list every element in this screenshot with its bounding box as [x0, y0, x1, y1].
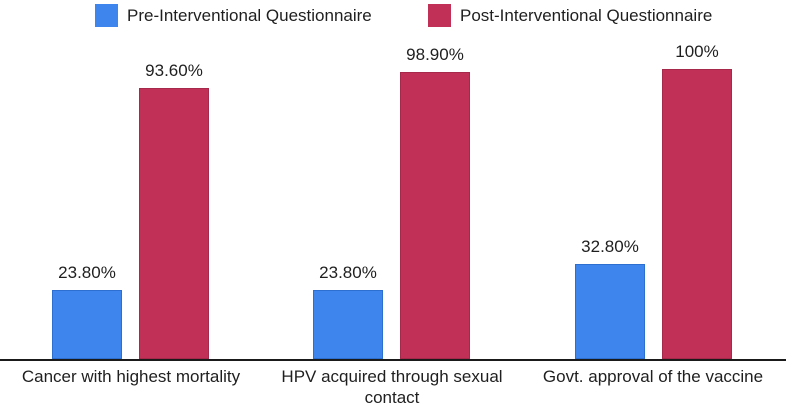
- legend-item-post-interventional: Post-Interventional Questionnaire: [428, 4, 712, 27]
- bar-post-2: [662, 69, 732, 359]
- x-axis-label-1: HPV acquired through sexual contact: [281, 367, 503, 407]
- bar-value-pre-0: 23.80%: [58, 263, 116, 282]
- legend-item-pre-interventional: Pre-Interventional Questionnaire: [95, 4, 372, 27]
- bar-value-pre-2: 32.80%: [581, 237, 639, 256]
- bar-value-pre-1: 23.80%: [319, 263, 377, 282]
- bar-pre-1: [313, 290, 383, 359]
- bar-value-post-0: 93.60%: [145, 61, 203, 80]
- chart-legend: Pre-Interventional Questionnaire Post-In…: [0, 0, 786, 34]
- x-axis-label-0: Cancer with highest mortality: [21, 367, 241, 386]
- legend-label-post-interventional: Post-Interventional Questionnaire: [460, 6, 713, 25]
- bar-value-post-2: 100%: [675, 42, 719, 61]
- bar-post-0: [139, 88, 209, 359]
- bar-post-1: [400, 72, 470, 359]
- bar-value-post-1: 98.90%: [406, 45, 464, 64]
- legend-swatch-post-icon: [428, 4, 451, 27]
- legend-label-pre-interventional: Pre-Interventional Questionnaire: [127, 6, 372, 25]
- bar-pre-2: [575, 264, 645, 359]
- x-axis-label-2: Govt. approval of the vaccine: [542, 367, 764, 386]
- chart-plot-area: 23.80% 93.60% 23.80% 98.90% 32.80% 100%: [0, 42, 786, 361]
- legend-swatch-pre-icon: [95, 4, 118, 27]
- bar-pre-0: [52, 290, 122, 359]
